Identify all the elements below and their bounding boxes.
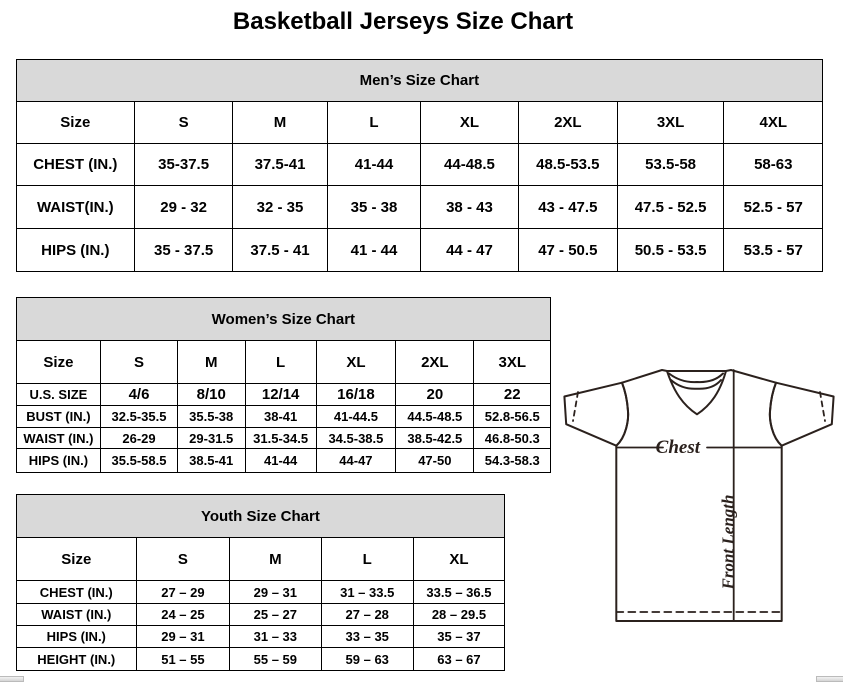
svg-text:Chest: Chest <box>656 437 701 458</box>
svg-text:Front Length: Front Length <box>719 495 738 591</box>
